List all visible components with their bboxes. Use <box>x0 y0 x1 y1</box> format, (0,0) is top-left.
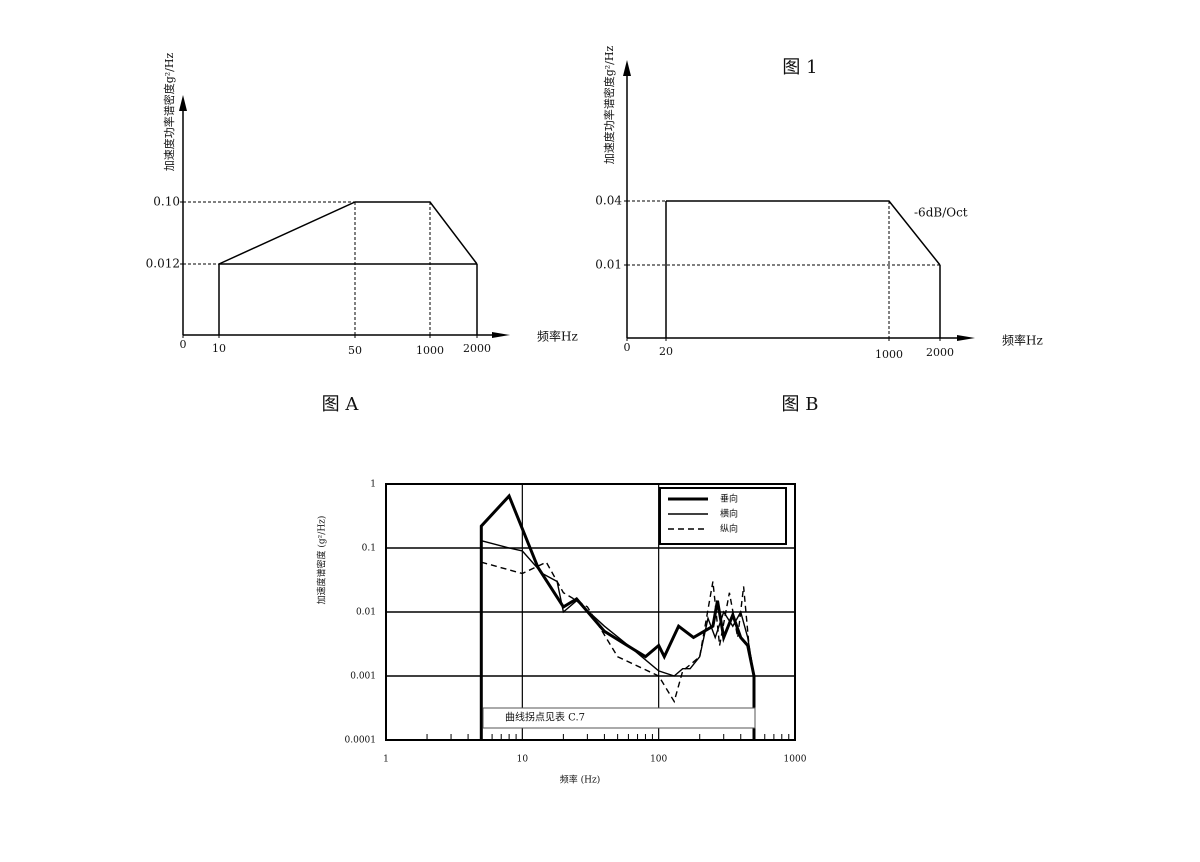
annotation: -6dB/Oct <box>914 206 968 220</box>
chart-title: 图 B <box>782 394 819 415</box>
legend-label: 纵向 <box>720 523 738 535</box>
series-line <box>481 540 755 677</box>
legend-box <box>659 487 787 545</box>
series-line <box>481 561 755 704</box>
y-tick-label: 0.0001 <box>345 736 377 746</box>
x-axis-label: 频率Hz <box>537 329 578 344</box>
chart-title: 图 A <box>322 394 360 415</box>
series-line <box>479 493 756 740</box>
x-tick-label: 10 <box>212 342 226 355</box>
spectrum-line <box>218 201 478 265</box>
y-tick-label: 0.01 <box>356 608 376 618</box>
y-tick-label: 1 <box>370 480 376 490</box>
y-tick-label: 0.1 <box>362 544 376 554</box>
y-axis-label: 加速度功率谱密度g²/Hz <box>162 53 176 172</box>
y-tick-label: 0.01 <box>595 258 622 272</box>
x-axis-arrow <box>957 335 975 341</box>
x-tick-label: 1000 <box>784 755 807 765</box>
x-tick-label: 100 <box>650 755 667 765</box>
y-tick-label: 0.04 <box>595 194 622 208</box>
y-axis-label: 加速度谱密度 (g²/Hz) <box>316 516 328 605</box>
x-axis-label: 频率 (Hz) <box>560 774 600 786</box>
x-tick-label: 1 <box>383 755 389 765</box>
legend-label: 横向 <box>720 508 738 520</box>
x-tick-label: 1000 <box>416 344 444 357</box>
x-axis-arrow <box>492 332 510 338</box>
legend-label: 垂向 <box>720 493 738 505</box>
annotation: 曲线拐点见表 C.7 <box>505 711 585 724</box>
x-tick-label: 2000 <box>463 342 491 355</box>
x-tick-label: 2000 <box>926 346 954 359</box>
y-tick-label: 0.10 <box>153 195 180 209</box>
x-tick-label: 10 <box>517 755 529 765</box>
spectrum-line <box>666 200 941 266</box>
x-tick-label: 0 <box>624 341 631 354</box>
y-axis-arrow <box>623 60 631 76</box>
y-axis-arrow <box>179 95 187 111</box>
x-tick-label: 50 <box>348 344 362 357</box>
plot-frame <box>385 483 796 741</box>
annotation-box <box>482 707 756 729</box>
y-tick-label: 0.012 <box>146 257 180 271</box>
x-tick-label: 20 <box>659 345 673 358</box>
figure-label: 图 1 <box>782 57 817 78</box>
x-axis-label: 频率Hz <box>1002 333 1043 348</box>
y-tick-label: 0.001 <box>350 672 376 682</box>
x-tick-label: 0 <box>180 338 187 351</box>
y-axis-label: 加速度功率谱密度g²/Hz <box>602 46 616 165</box>
x-tick-label: 1000 <box>875 348 903 361</box>
